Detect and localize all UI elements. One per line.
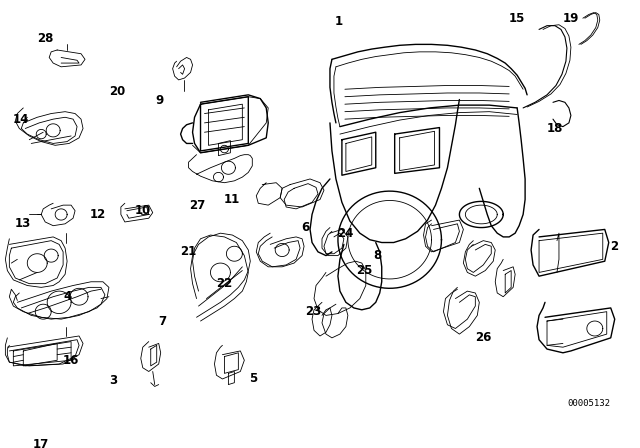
Text: 27: 27: [189, 198, 205, 211]
Text: 28: 28: [37, 32, 53, 45]
Text: 26: 26: [475, 332, 492, 345]
Text: 10: 10: [134, 204, 151, 217]
Text: 16: 16: [63, 354, 79, 367]
Text: 17: 17: [33, 438, 49, 448]
Text: 2: 2: [610, 240, 618, 253]
Text: 4: 4: [63, 290, 71, 303]
Text: 12: 12: [90, 208, 106, 221]
Text: 00005132: 00005132: [567, 399, 611, 408]
Text: 20: 20: [109, 85, 125, 98]
Text: 1: 1: [335, 15, 343, 29]
Text: 21: 21: [180, 246, 196, 258]
Text: 25: 25: [356, 264, 373, 277]
Text: 15: 15: [509, 12, 525, 25]
Text: 9: 9: [156, 94, 164, 107]
Text: 5: 5: [249, 372, 257, 385]
Text: 13: 13: [15, 217, 31, 230]
Text: 23: 23: [305, 305, 321, 318]
Text: 14: 14: [13, 112, 29, 125]
Text: 18: 18: [547, 122, 563, 135]
Text: 22: 22: [216, 277, 232, 290]
Text: 7: 7: [159, 314, 167, 327]
Text: 3: 3: [109, 375, 117, 388]
Text: 19: 19: [563, 12, 579, 25]
Text: 24: 24: [337, 227, 353, 240]
Text: 8: 8: [374, 249, 382, 262]
Text: 11: 11: [223, 193, 239, 206]
Text: 6: 6: [301, 221, 309, 234]
